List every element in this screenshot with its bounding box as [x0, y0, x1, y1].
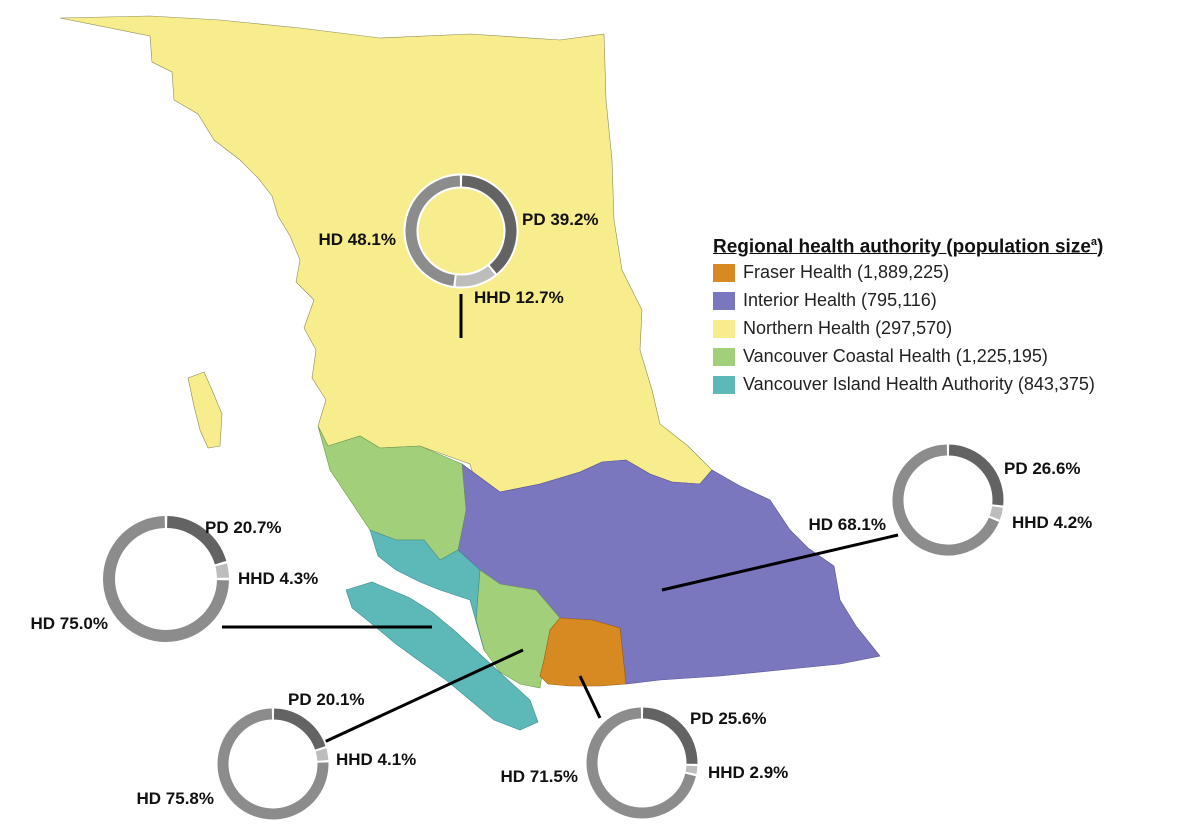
donut-slice-fraser-pd — [642, 707, 698, 764]
donut-northern: PD 39.2% HHD 12.7% HD 48.1% — [319, 173, 599, 307]
donut-label-northern-pd: PD 39.2% — [522, 210, 599, 229]
legend-swatch-northern-health — [713, 319, 735, 338]
donut-slice-island-hhd — [215, 563, 229, 579]
legend-item-fraser-health: Fraser Health (1,889,225) — [713, 259, 1193, 286]
legend-swatch-vancouver-coastal-health — [713, 347, 735, 366]
donut-slice-fraser-hd — [586, 707, 696, 819]
donut-slice-northern-pd — [461, 175, 517, 274]
donut-label-interior-hd: HD 68.1% — [809, 515, 886, 534]
leader-line-fraser — [578, 675, 602, 719]
region-vancouver-island-health — [369, 529, 485, 651]
donut-interior: PD 26.6% HHD 4.2% HD 68.1% — [809, 442, 1092, 558]
region-fraser-health — [539, 617, 627, 687]
leader-line-interior — [661, 533, 899, 592]
region-vancouver-island — [345, 581, 539, 731]
donut-label-northern-hd: HD 48.1% — [319, 230, 396, 249]
donut-label-island-hd: HD 75.0% — [31, 614, 108, 633]
donut-slice-island-pd — [166, 516, 227, 565]
legend-swatch-interior-health — [713, 291, 735, 310]
legend-item-vancouver-coastal-health: Vancouver Coastal Health (1,225,195) — [713, 343, 1193, 370]
donut-label-fraser-hd: HD 71.5% — [501, 767, 578, 786]
region-northern-islands — [187, 371, 223, 449]
donut-slice-northern-hhd — [455, 266, 495, 287]
legend-label-interior-health: Interior Health (795,116) — [743, 290, 937, 311]
donut-slice-interior-pd — [948, 444, 1004, 506]
donut-slice-northern-hd — [405, 175, 461, 286]
donut-label-island-hhd: HHD 4.3% — [238, 569, 318, 588]
legend-label-vancouver-island-health: Vancouver Island Health Authority (843,3… — [743, 374, 1095, 395]
legend-swatch-fraser-health — [713, 263, 735, 282]
legend-label-vancouver-coastal-health: Vancouver Coastal Health (1,225,195) — [743, 346, 1048, 367]
donut-slice-coastal-hd — [217, 708, 329, 820]
donut-slice-coastal-hhd — [315, 748, 329, 761]
leader-line-coastal — [319, 648, 524, 746]
donut-label-island-pd: PD 20.7% — [205, 518, 282, 537]
legend-label-fraser-health: Fraser Health (1,889,225) — [743, 262, 950, 283]
donut-label-coastal-hhd: HHD 4.1% — [336, 750, 416, 769]
donut-charts: PD 39.2% HHD 12.7% HD 48.1% PD 26.6% HHD 4.2… — [31, 173, 1092, 822]
donut-label-fraser-pd: PD 25.6% — [690, 709, 767, 728]
donut-label-interior-hhd: HHD 4.2% — [1012, 513, 1092, 532]
region-northern-health — [59, 15, 713, 493]
legend-label-northern-health: Northern Health (297,570) — [743, 318, 953, 339]
donut-label-coastal-pd: PD 20.1% — [288, 690, 365, 709]
donut-label-northern-hhd: HHD 12.7% — [474, 288, 564, 307]
legend-swatch-vancouver-island-health — [713, 375, 735, 394]
regions — [59, 15, 881, 731]
legend-item-interior-health: Interior Health (795,116) — [713, 287, 1193, 314]
donut-fraser: PD 25.6% HHD 2.9% HD 71.5% — [501, 705, 788, 821]
donut-coastal: PD 20.1% HHD 4.1% HD 75.8% — [137, 690, 416, 822]
leader-lines — [222, 294, 899, 746]
donut-label-fraser-hhd: HHD 2.9% — [708, 763, 788, 782]
legend-item-northern-health: Northern Health (297,570) — [713, 315, 1193, 342]
donut-slice-interior-hhd — [989, 506, 1003, 520]
legend: Regional health authority (population si… — [713, 236, 1193, 398]
legend-item-vancouver-island-health: Vancouver Island Health Authority (843,3… — [713, 371, 1193, 398]
donut-slice-island-hd — [103, 516, 229, 642]
donut-label-interior-pd: PD 26.6% — [1004, 459, 1081, 478]
donut-slice-interior-hd — [892, 444, 999, 556]
donut-island: PD 20.7% HHD 4.3% HD 75.0% — [31, 514, 318, 644]
donut-slice-coastal-pd — [273, 708, 326, 750]
legend-title: Regional health authority (population si… — [713, 236, 1104, 258]
donut-label-coastal-hd: HD 75.8% — [137, 789, 214, 808]
donut-slice-fraser-hhd — [685, 765, 698, 774]
